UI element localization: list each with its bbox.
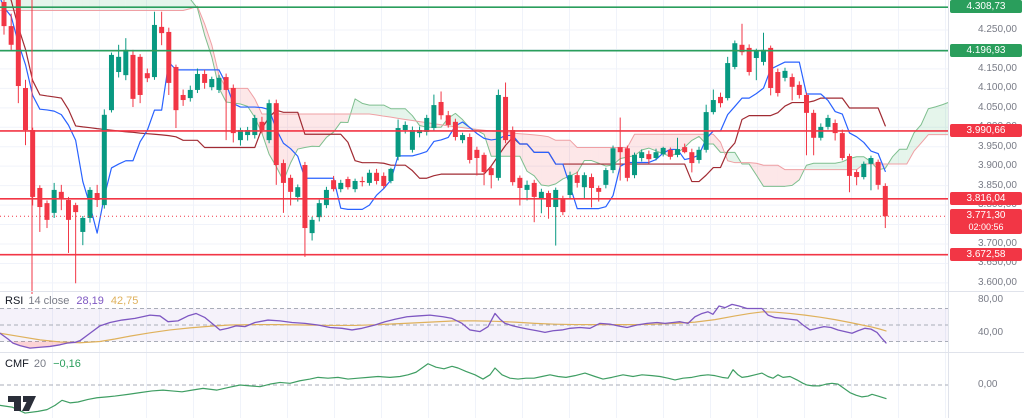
price-tick: 4.250,00 [978,23,1017,35]
price-tick: 3.700,00 [978,237,1017,249]
tradingview-logo[interactable] [8,396,36,411]
price-tick: 3.650,00 [978,257,1017,269]
price-level-badge: 3.672,58 [950,247,1022,261]
rsi-params: 14 close [28,295,70,307]
price-tick: 3.850,00 [978,179,1017,191]
price-tick: 4.100,00 [978,82,1017,94]
rsi-title: RSI [5,295,24,307]
candlestick-layer [1,0,888,284]
cmf-line [0,363,887,414]
price-tick: 80,00 [978,294,1004,306]
price-tick: 3.900,00 [978,160,1017,172]
cmf-legend[interactable]: CMF 20 −0,16 [5,358,81,370]
cmf-value: −0,16 [53,358,81,370]
price-tick: 4.050,00 [978,101,1017,113]
rsi-pane[interactable] [0,303,948,349]
cmf-title: CMF [5,358,29,370]
price-level-badge: 3.990,66 [950,123,1022,137]
rsi-ma-value: 42,75 [110,295,139,307]
price-level-badge: 4.196,93 [950,43,1022,57]
rsi-line [0,303,887,349]
price-tick: 3.600,00 [978,276,1017,288]
ichimoku-lines [0,0,886,234]
cmf-params: 20 [33,358,47,370]
price-tick: 4.150,00 [978,62,1017,74]
rsi-value: 28,19 [76,295,104,307]
price-level-lines[interactable] [0,6,948,256]
rsi-ma-line [0,311,887,344]
price-tick: 40,00 [978,327,1004,339]
price-tick: 3.950,00 [978,140,1017,152]
current-price-badge: 3.771,30 02:00:56 [950,209,1022,235]
rsi-legend[interactable]: RSI 14 close 28,19 42,75 [5,295,138,307]
price-level-badge: 3.816,04 [950,191,1022,205]
cmf-pane[interactable] [0,363,948,414]
price-tick: 0,00 [978,379,998,390]
price-level-badge: 4.308,73 [950,0,1022,14]
